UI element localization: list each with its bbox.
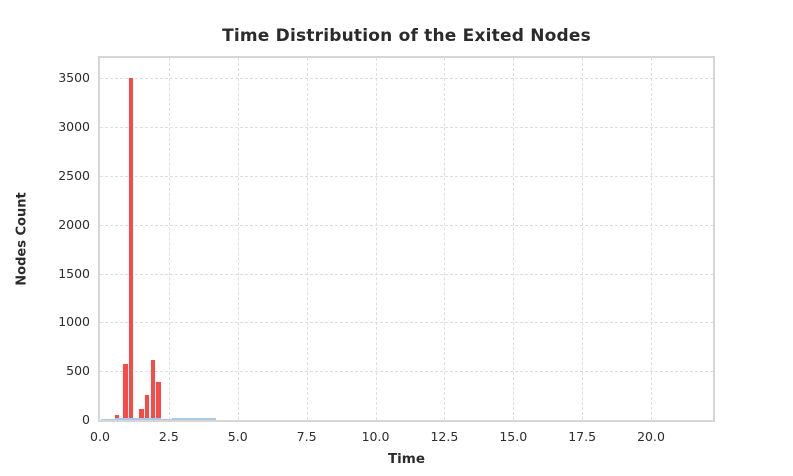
plot-area (98, 56, 715, 422)
x-gridline (651, 58, 652, 420)
x-tick-label: 17.5 (568, 429, 597, 444)
y-gridline (100, 176, 713, 178)
histogram-bar (144, 394, 150, 420)
x-tick-label: 15.0 (499, 429, 528, 444)
x-gridline (513, 58, 515, 420)
y-gridline (100, 371, 713, 373)
x-tick-label: 5.0 (227, 429, 248, 444)
baseline-band-segment (137, 418, 161, 420)
histogram-bar (114, 414, 120, 420)
histogram-bar (128, 77, 134, 420)
y-gridline (100, 127, 713, 129)
y-gridline (100, 322, 713, 324)
histogram-bar (150, 360, 156, 420)
x-tick-label: 20.0 (637, 429, 665, 444)
x-gridline (237, 58, 239, 420)
y-tick-label: 1000 (58, 314, 90, 330)
x-tick-label: 12.5 (430, 429, 459, 444)
x-gridline (582, 58, 584, 420)
y-tick-label: 500 (66, 363, 90, 379)
x-gridline (168, 58, 170, 420)
y-axis-label: Nodes Count (14, 192, 30, 286)
x-axis-label: Time (387, 451, 426, 467)
chart-title: Time Distribution of the Exited Nodes (222, 26, 591, 46)
y-tick-label: 3500 (58, 70, 90, 86)
histogram-bar (123, 364, 128, 420)
y-gridline (100, 273, 713, 275)
y-tick-label: 1500 (58, 265, 90, 281)
y-tick-label: 3000 (58, 119, 90, 135)
x-tick-label: 0.0 (90, 429, 110, 444)
histogram-bar (139, 409, 144, 420)
baseline-band-segment (101, 418, 116, 420)
baseline-band-segment (115, 417, 138, 420)
x-gridline (375, 58, 377, 420)
x-gridline (444, 58, 446, 420)
x-gridline (306, 58, 308, 420)
baseline-band-segment (160, 419, 172, 420)
y-gridline (100, 78, 713, 80)
y-tick-label: 0 (82, 412, 90, 427)
x-tick-label: 2.5 (158, 429, 179, 444)
baseline-band-segment (171, 417, 216, 420)
y-tick-label: 2000 (58, 216, 90, 232)
x-tick-label: 10.0 (361, 429, 390, 444)
histogram-bar (156, 381, 161, 420)
y-gridline (100, 224, 713, 226)
x-tick-label: 7.5 (296, 429, 317, 444)
y-tick-label: 2500 (58, 168, 90, 184)
